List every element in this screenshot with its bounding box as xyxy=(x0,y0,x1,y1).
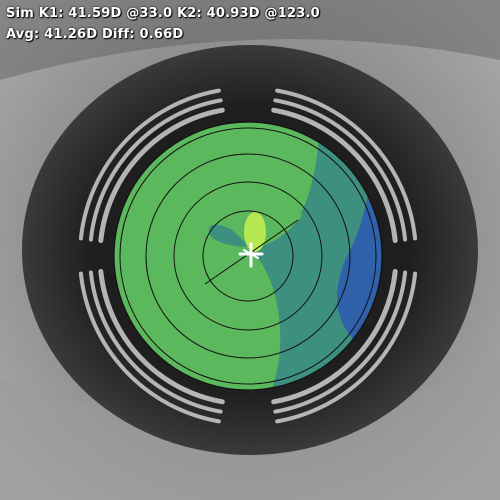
placido-ring-arc xyxy=(78,88,221,241)
placido-ring-arc xyxy=(273,98,408,242)
placido-ring-arc xyxy=(271,269,398,405)
k2-label: K2: xyxy=(177,6,202,21)
placido-ring-arc xyxy=(275,271,418,424)
k2-value: 40.93D xyxy=(206,6,260,21)
keratometry-line-avg-diff: Avg: 41.26D Diff: 0.66D xyxy=(6,27,183,42)
placido-ring-arc xyxy=(275,88,418,241)
placido-ring-arc xyxy=(88,270,223,414)
zone-rings xyxy=(119,127,377,385)
placido-ring-arc xyxy=(88,98,223,242)
diff-value: 0.66D xyxy=(139,27,184,42)
upper-eyelid xyxy=(0,0,500,80)
diff-label: Diff: xyxy=(101,27,135,42)
placido-ring-arc xyxy=(98,269,225,405)
placido-ring-arc xyxy=(273,270,408,414)
sim-k1-value: 41.59D xyxy=(68,6,122,21)
placido-rings xyxy=(78,88,418,424)
placido-ring-arc xyxy=(98,107,225,243)
k2-axis: @123.0 xyxy=(264,6,320,21)
map-outline xyxy=(113,121,383,391)
map-region-yellow-green xyxy=(244,212,266,252)
avg-label: Avg: xyxy=(6,27,40,42)
placido-ring-arc xyxy=(78,271,221,424)
center-crosshair-icon xyxy=(238,242,264,268)
k1-axis: @33.0 xyxy=(126,6,173,21)
sim-k1-label: Sim K1: xyxy=(6,6,64,21)
keratometry-line-k1-k2: Sim K1: 41.59D @33.0 K2: 40.93D @123.0 xyxy=(6,6,320,21)
placido-ring-arc xyxy=(271,107,398,243)
avg-value: 41.26D xyxy=(44,27,98,42)
